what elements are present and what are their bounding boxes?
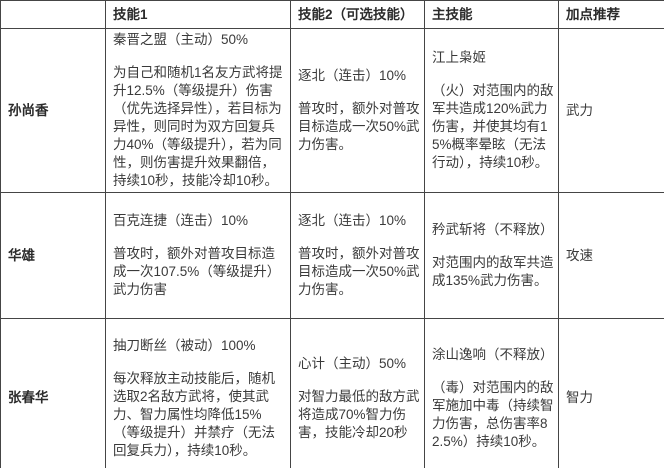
general-name-cell: 华雄 bbox=[0, 192, 106, 319]
skill2-title: 逐北（连击）10% bbox=[298, 213, 407, 228]
main-skill-title: 矜武斩将（不释放） bbox=[432, 222, 554, 237]
main-skill-cell: 江上枭姬 （火）对范围内的敌军共造成120%武力伤害，并使其均有15%概率晕眩（… bbox=[424, 28, 559, 193]
skill1-cell: 抽刀断丝（被动）100% 每次释放主动技能后，随机选取2名敌方武将，使其武力、智… bbox=[105, 318, 291, 468]
main-skill-desc: （火）对范围内的敌军共造成120%武力伤害，并使其均有15%概率晕眩（无法行动）… bbox=[432, 83, 554, 170]
main-skill-title: 涂山逸响（不释放） bbox=[432, 346, 554, 362]
general-name-cell: 张春华 bbox=[0, 318, 106, 468]
skill2-title: 逐北（连击）10% bbox=[298, 68, 407, 83]
skill1-cell: 百克连捷（连击）10% 普攻时，额外对普攻目标造成一次107.5%（等级提升）武… bbox=[105, 192, 291, 319]
skill2-cell: 逐北（连击）10% 普攻时，额外对普攻目标造成一次50%武力伤害。 bbox=[290, 28, 425, 193]
skill1-desc: 普攻时，额外对普攻目标造成一次107.5%（等级提升）武力伤害 bbox=[113, 246, 281, 297]
recommend-cell: 武力 bbox=[558, 28, 664, 193]
table-row-huaxiong: 华雄 百克连捷（连击）10% 普攻时，额外对普攻目标造成一次107.5%（等级提… bbox=[0, 192, 664, 319]
header-main-skill: 主技能 bbox=[424, 0, 559, 29]
header-row: 技能1 技能2（可选技能） 主技能 加点推荐 bbox=[0, 0, 664, 29]
skill2-desc: 普攻时，额外对普攻目标造成一次50%武力伤害。 bbox=[298, 246, 420, 297]
recommend-cell: 智力 bbox=[558, 318, 664, 468]
skill2-cell: 逐北（连击）10% 普攻时，额外对普攻目标造成一次50%武力伤害。 bbox=[290, 192, 425, 319]
table-row-zhangchunhua: 张春华 抽刀断丝（被动）100% 每次释放主动技能后，随机选取2名敌方武将，使其… bbox=[0, 318, 664, 468]
table-row-sunshangxiang: 孙尚香 秦晋之盟（主动）50% 为自己和随机1名友方武将提升12.5%（等级提升… bbox=[0, 28, 664, 193]
skill1-title: 秦晋之盟（主动）50% bbox=[113, 32, 249, 47]
main-skill-title: 江上枭姬 bbox=[432, 50, 486, 65]
recommend-cell: 攻速 bbox=[558, 192, 664, 319]
skill2-desc: 普攻时，额外对普攻目标造成一次50%武力伤害。 bbox=[298, 101, 420, 152]
header-blank bbox=[0, 0, 106, 29]
main-skill-cell: 矜武斩将（不释放） 对范围内的敌军共造成135%武力伤害。 bbox=[424, 192, 559, 319]
skill2-desc: 对智力最低的敌方武将造成70%智力伤害，技能冷却20秒 bbox=[298, 388, 420, 440]
skill1-desc: 为自己和随机1名友方武将提升12.5%（等级提升）伤害（优先选择异性），若目标为… bbox=[113, 65, 283, 188]
skill1-desc: 每次释放主动技能后，随机选取2名敌方武将，使其武力、智力属性均降低15%（等级提… bbox=[113, 370, 275, 458]
skill1-title: 抽刀断丝（被动）100% bbox=[113, 337, 256, 353]
skill1-cell: 秦晋之盟（主动）50% 为自己和随机1名友方武将提升12.5%（等级提升）伤害（… bbox=[105, 28, 291, 193]
main-skill-desc: （毒）对范围内的敌军施加中毒（持续智力伤害，总伤害率82.5%）持续10秒。 bbox=[432, 379, 554, 449]
main-skill-cell: 涂山逸响（不释放） （毒）对范围内的敌军施加中毒（持续智力伤害，总伤害率82.5… bbox=[424, 318, 559, 468]
header-recommend: 加点推荐 bbox=[558, 0, 664, 29]
header-skill1: 技能1 bbox=[105, 0, 291, 29]
general-name-cell: 孙尚香 bbox=[0, 28, 106, 193]
header-skill2: 技能2（可选技能） bbox=[290, 0, 425, 29]
skill2-cell: 心计（主动）50% 对智力最低的敌方武将造成70%智力伤害，技能冷却20秒 bbox=[290, 318, 425, 468]
skill2-title: 心计（主动）50% bbox=[298, 355, 407, 371]
skill1-title: 百克连捷（连击）10% bbox=[113, 213, 249, 228]
main-skill-desc: 对范围内的敌军共造成135%武力伤害。 bbox=[432, 255, 554, 288]
